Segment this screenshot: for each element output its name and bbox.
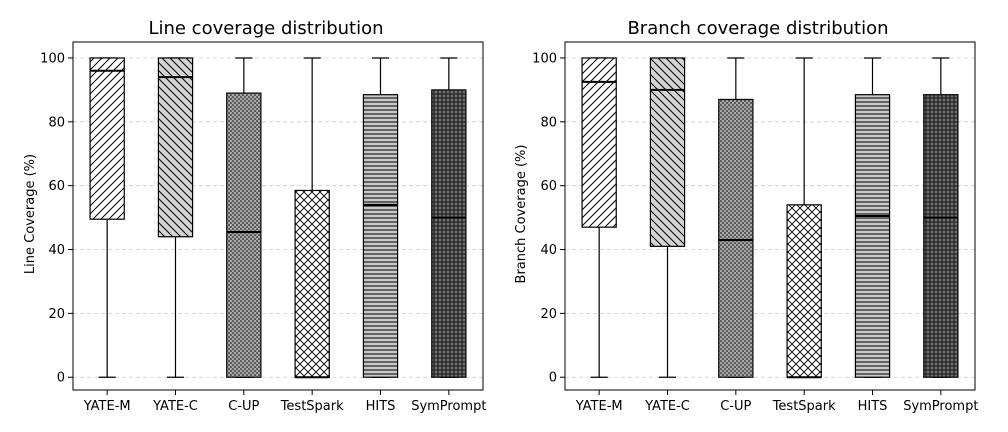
x-tick-label: HITS bbox=[366, 399, 396, 414]
line-coverage-panel: Line coverage distribution Line Coverage… bbox=[23, 18, 486, 414]
y-tick-label: 40 bbox=[48, 243, 65, 258]
iqr-box bbox=[431, 89, 467, 378]
x-tick-label: YATE-C bbox=[152, 399, 198, 414]
box-yate-c bbox=[649, 57, 686, 378]
y-tick-label: 60 bbox=[48, 179, 65, 194]
x-tick-label: TestSpark bbox=[772, 399, 836, 414]
y-tick-label: 40 bbox=[540, 243, 557, 258]
x-tick-label: TestSpark bbox=[280, 399, 344, 414]
y-axis-label: Branch Coverage (%) bbox=[514, 145, 529, 284]
x-tick-label: C-UP bbox=[228, 399, 259, 414]
y-axis-label: Line Coverage (%) bbox=[23, 154, 38, 274]
branch-coverage-panel: Branch coverage distribution Branch Cove… bbox=[514, 18, 978, 414]
y-tick-label: 20 bbox=[48, 307, 65, 322]
iqr-box bbox=[581, 57, 617, 228]
plot-frame bbox=[72, 41, 484, 391]
iqr-box bbox=[362, 94, 399, 378]
x-tick-label: HITS bbox=[858, 399, 888, 414]
iqr-box bbox=[718, 98, 754, 378]
x-tick-label: YATE-M bbox=[575, 399, 623, 414]
iqr-box bbox=[294, 189, 330, 378]
chart-title: Line coverage distribution bbox=[148, 18, 383, 39]
x-tick-label: SymPrompt bbox=[411, 399, 486, 414]
x-tick-label: YATE-M bbox=[83, 399, 131, 414]
box-testspark bbox=[294, 57, 330, 379]
box-c-up bbox=[718, 57, 754, 378]
y-tick-label: 0 bbox=[549, 371, 557, 386]
box-yate-c bbox=[157, 57, 194, 378]
iqr-box bbox=[854, 94, 891, 378]
y-tick-label: 100 bbox=[40, 51, 65, 66]
chart-title: Branch coverage distribution bbox=[627, 18, 888, 39]
box-symprompt bbox=[431, 57, 467, 378]
iqr-box bbox=[89, 57, 125, 220]
box-yate-m bbox=[581, 57, 617, 378]
y-tick-label: 100 bbox=[532, 51, 557, 66]
box-c-up bbox=[226, 57, 262, 378]
box-yate-m bbox=[89, 57, 125, 378]
iqr-box bbox=[786, 204, 822, 378]
y-tick-label: 80 bbox=[48, 115, 65, 130]
iqr-box bbox=[226, 92, 262, 378]
y-tick-label: 60 bbox=[540, 179, 557, 194]
iqr-box bbox=[649, 57, 686, 247]
x-tick-label: SymPrompt bbox=[903, 399, 978, 414]
iqr-box bbox=[157, 57, 194, 238]
box-testspark bbox=[786, 57, 822, 379]
y-tick-label: 20 bbox=[540, 307, 557, 322]
plot-frame bbox=[564, 41, 976, 391]
box-hits bbox=[362, 57, 399, 378]
y-tick-label: 80 bbox=[540, 115, 557, 130]
y-tick-label: 0 bbox=[57, 371, 65, 386]
x-tick-label: C-UP bbox=[720, 399, 751, 414]
x-tick-label: YATE-C bbox=[644, 399, 690, 414]
box-symprompt bbox=[923, 57, 959, 378]
box-hits bbox=[854, 57, 891, 378]
iqr-box bbox=[923, 94, 959, 378]
